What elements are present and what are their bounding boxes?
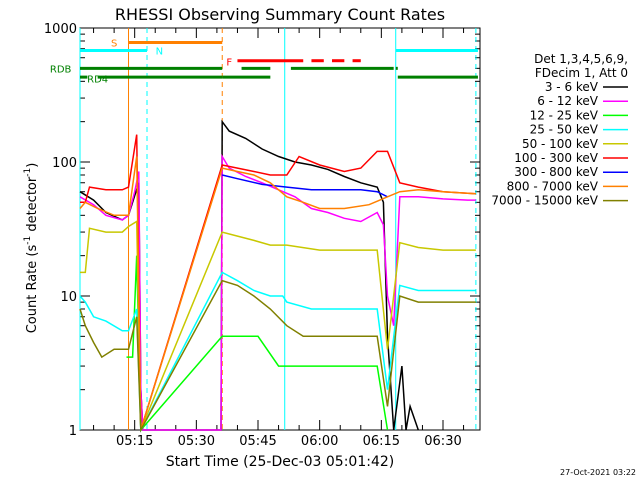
legend-item-label: 3 - 6 keV [545,80,599,94]
legend-item-label: 7000 - 15000 keV [491,194,598,208]
legend-item-label: 100 - 300 keV [514,151,598,165]
x-tick-label: 06:30 [424,434,461,449]
y-axis-label-main: Count Rate (s [25,245,40,334]
flag-label: RDB [50,64,72,75]
x-axis-label: Start Time (25-Dec-03 05:01:42) [166,454,394,470]
y-axis-label: Count Rate (s-1 detector-1) [23,163,40,334]
series-line-3 [79,271,476,433]
legend-item-label: 12 - 25 keV [530,108,599,122]
legend-item-label: 300 - 800 keV [514,165,598,179]
legend-item-label: 25 - 50 keV [530,123,599,137]
timestamp: 27-Oct-2021 03:22 [560,468,636,477]
y-tick-label: 1000 [44,22,77,37]
flag-label: S [111,38,117,49]
plot-area: 1 10 100 1000 05:15 05:30 05:45 06:00 06:15 06:30… [44,22,481,449]
y-tick-label: 100 [52,156,77,171]
series-line-2 [126,255,389,432]
series-line-4 [80,220,476,431]
x-tick-label: 05:30 [178,434,215,449]
legend-item-label: 6 - 12 keV [537,94,599,108]
legend-item-label: 800 - 7000 keV [507,179,599,193]
flag-label: F [226,58,232,69]
legend: Det 1,3,4,5,6,9, FDecim 1, Att 0 3 - 6 k… [491,52,628,208]
y-axis-label-end: ) [25,163,40,168]
y-tick-label: 1 [69,424,77,439]
series-line-5 [80,134,476,431]
y-axis-label-sup1: -1 [23,236,33,245]
x-tick-label: 06:00 [301,434,338,449]
series-line-7 [79,156,476,431]
series-line-8 [79,279,476,433]
x-tick-label: 05:15 [116,434,153,449]
flag-label: RD4 [87,74,108,85]
flag-label: N [156,46,163,57]
x-tick-label: 06:15 [363,434,400,449]
chart-title: RHESSI Observing Summary Count Rates [115,5,445,24]
series-line-6 [222,174,388,198]
legend-header-line2: FDecim 1, Att 0 [535,66,628,80]
legend-item-label: 50 - 100 keV [522,137,599,151]
legend-header-line1: Det 1,3,4,5,6,9, [534,52,628,66]
x-tick-label: 05:45 [239,434,276,449]
y-axis-label-sup2: -1 [23,168,33,177]
y-axis-label-mid: detector [25,176,40,236]
y-tick-label: 10 [60,290,77,305]
